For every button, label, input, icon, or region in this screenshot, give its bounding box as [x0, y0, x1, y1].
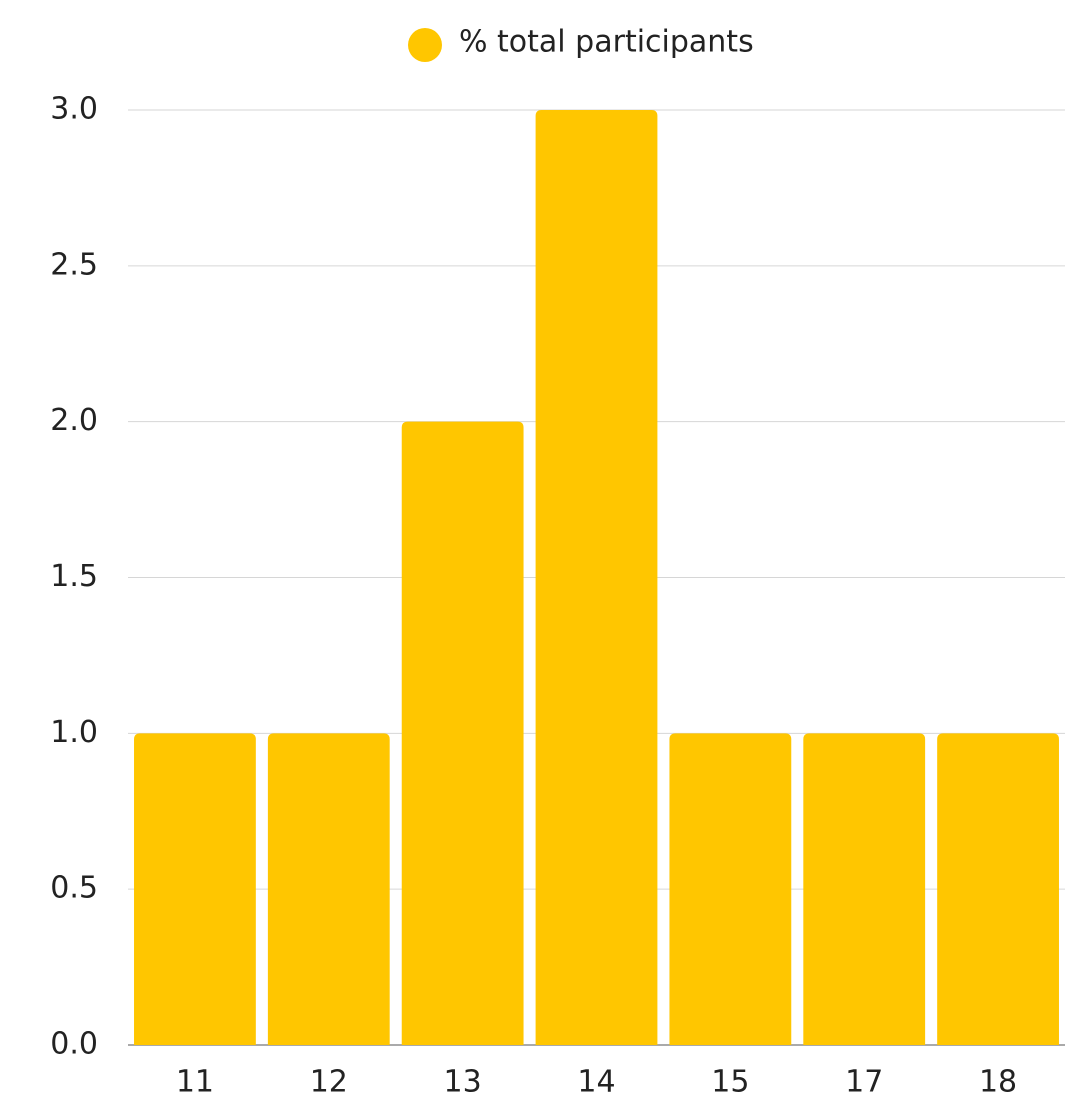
y-tick-label: 0.0	[50, 1027, 98, 1062]
x-tick-label: 11	[176, 1065, 214, 1100]
bar	[401, 421, 524, 1046]
x-tick-label: 14	[577, 1065, 615, 1100]
y-tick-label: 2.5	[50, 247, 98, 282]
bar	[267, 733, 390, 1045]
x-tick-label: 13	[444, 1065, 482, 1100]
bar	[535, 110, 658, 1045]
legend-swatch	[408, 28, 442, 62]
x-tick-label: 12	[310, 1065, 348, 1100]
y-tick-label: 1.5	[50, 559, 98, 594]
x-tick-label: 15	[711, 1065, 749, 1100]
y-tick-label: 0.5	[50, 871, 98, 906]
y-tick-label: 1.0	[50, 715, 98, 750]
legend-label: % total participants	[459, 25, 754, 60]
bar	[937, 733, 1059, 1045]
bar	[803, 733, 926, 1045]
x-tick-label: 17	[845, 1065, 883, 1100]
y-tick-label: 2.0	[50, 403, 98, 438]
bar	[134, 733, 256, 1045]
x-tick-label: 18	[979, 1065, 1017, 1100]
bar	[669, 733, 792, 1045]
y-tick-label: 3.0	[50, 92, 98, 127]
